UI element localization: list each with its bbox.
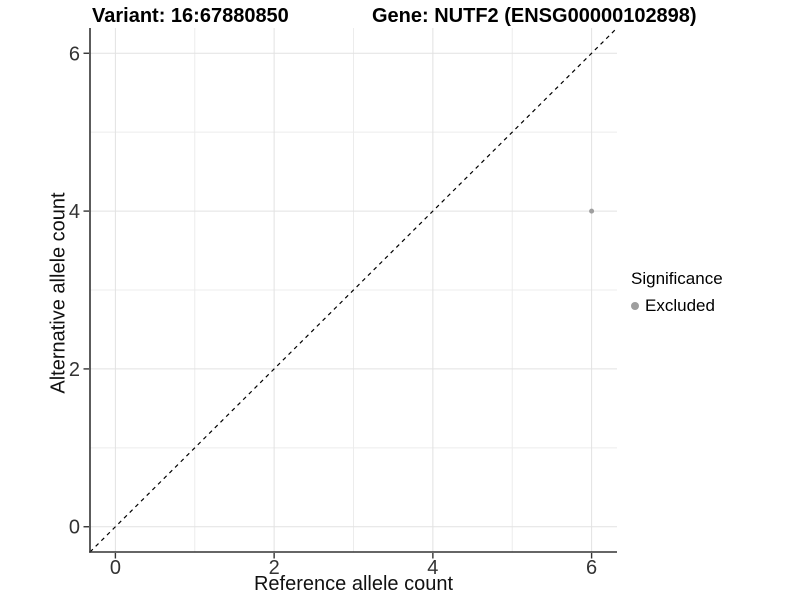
legend-title: Significance — [631, 269, 723, 288]
x-tick-label: 4 — [427, 557, 438, 579]
gene-title: Gene: NUTF2 (ENSG00000102898) — [372, 5, 697, 27]
legend-item-label: Excluded — [645, 296, 715, 315]
legend: Significance Excluded — [631, 269, 723, 316]
x-tick-label: 0 — [110, 557, 121, 579]
x-tick-label: 6 — [586, 557, 597, 579]
x-axis-title: Reference allele count — [253, 573, 453, 595]
legend-items: Excluded — [631, 296, 723, 316]
y-axis-title: Alternative allele count — [47, 192, 70, 394]
y-tick-label: 2 — [69, 359, 80, 381]
data-point — [589, 208, 595, 214]
legend-item: Excluded — [631, 296, 723, 316]
identity-reference-line — [89, 27, 618, 553]
y-tick-label: 6 — [69, 43, 80, 65]
y-tick-label: 4 — [69, 201, 80, 223]
variant-title: Variant: 16:67880850 — [92, 5, 289, 27]
y-tick-label: 0 — [69, 517, 80, 539]
x-tick-label: 2 — [269, 557, 280, 579]
legend-marker-circle-icon — [631, 302, 639, 310]
